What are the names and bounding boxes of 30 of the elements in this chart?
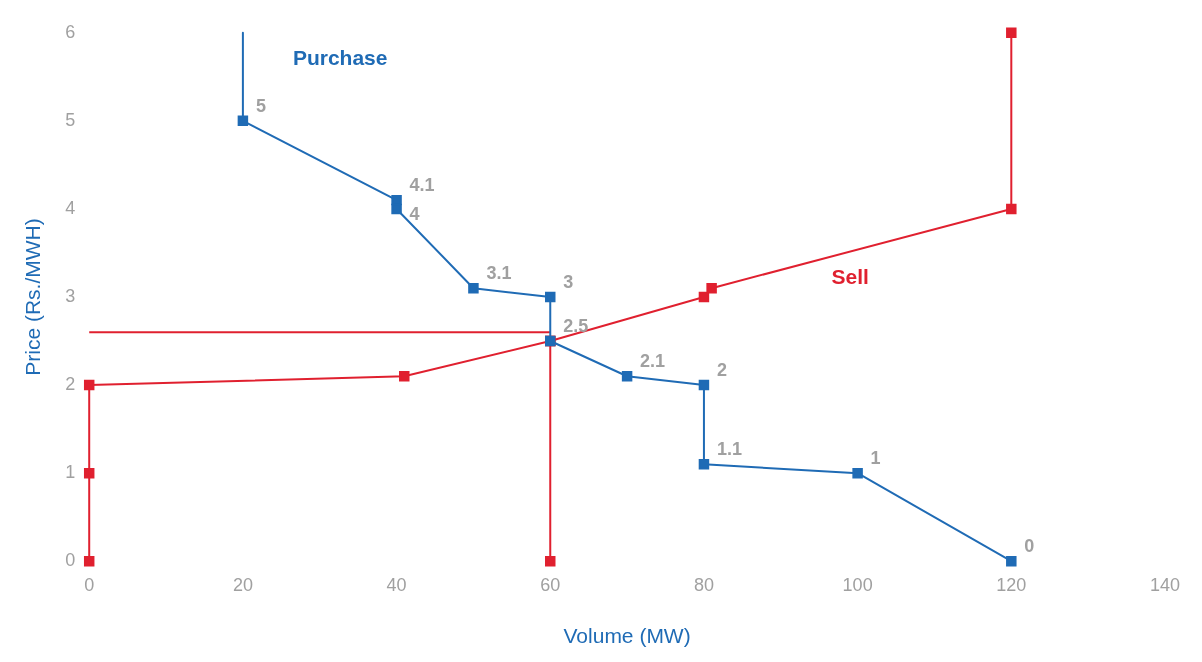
data-label: 5 — [255, 95, 266, 116]
y-tick-label: 5 — [65, 109, 76, 130]
x-tick-label: 20 — [232, 574, 253, 595]
data-label: 4 — [409, 203, 420, 224]
x-tick-label: 100 — [842, 574, 873, 595]
data-label: 0 — [1024, 536, 1035, 557]
x-tick-label: 120 — [996, 574, 1027, 595]
data-label: 2.1 — [640, 351, 666, 372]
y-tick-label: 4 — [65, 197, 76, 218]
x-tick-label: 40 — [386, 574, 407, 595]
data-label: 1.1 — [716, 439, 742, 460]
y-tick-label: 2 — [65, 374, 76, 395]
text: Purchase — [292, 45, 388, 69]
y-tick-label: 3 — [65, 285, 76, 306]
x-tick-label: 140 — [1149, 574, 1181, 595]
data-label: 3.1 — [486, 263, 512, 284]
series-label: Sell — [831, 265, 869, 289]
x-tick-label: 60 — [540, 574, 561, 595]
data-label: 4.1 — [409, 175, 435, 196]
x-tick-label: 80 — [693, 574, 714, 595]
data-label: 2 — [716, 360, 727, 381]
data-label: 3 — [563, 271, 574, 292]
y-tick-label: 0 — [65, 550, 76, 571]
y-tick-label: 6 — [65, 21, 76, 42]
data-label: 1 — [870, 448, 881, 469]
y-axis-title: Price (Rs./MWH) — [21, 218, 45, 376]
data-label: 2.5 — [563, 316, 589, 336]
x-axis-title: Volume (MW) — [563, 624, 691, 648]
y-tick-label: 1 — [65, 462, 76, 483]
x-tick-label: 0 — [84, 574, 95, 595]
